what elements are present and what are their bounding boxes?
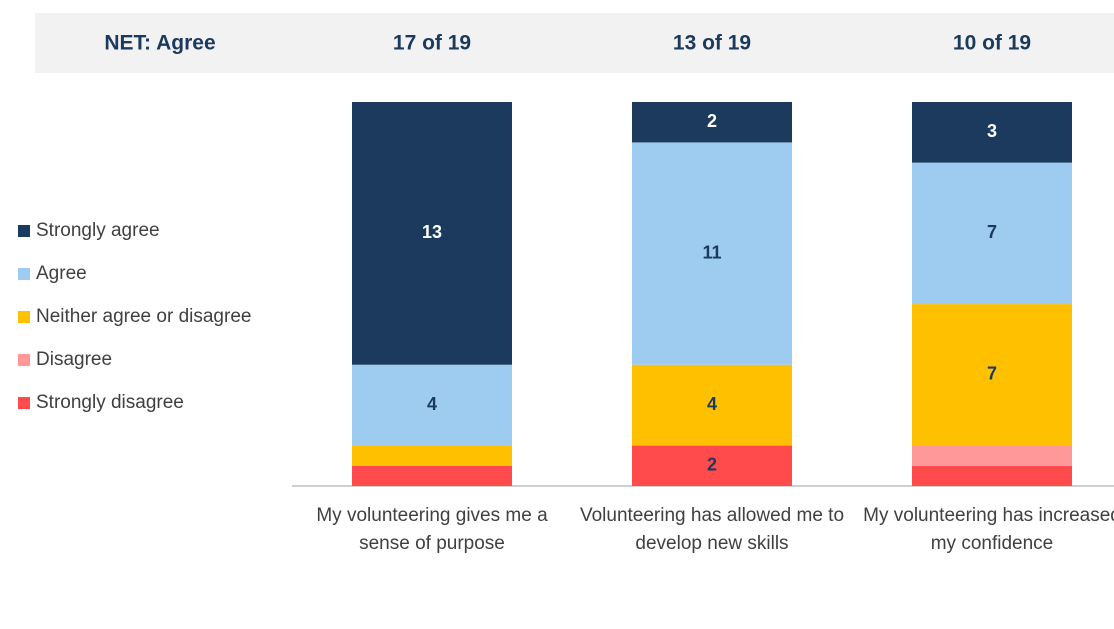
data-label: 7 [987,222,997,242]
bar-segment [352,465,512,486]
data-label: 11 [702,242,721,262]
legend-label: Neither agree or disagree [36,306,251,327]
bar-segment [632,142,792,365]
data-label: 3 [987,121,997,141]
bar-segment [912,304,1072,446]
legend-swatch [18,311,30,323]
x-tick-label: My volunteering has increased my confide… [863,505,1114,554]
bar-segment [352,102,512,365]
bar-segment [912,162,1072,305]
data-label: 4 [707,394,717,414]
net-label: NET: Agree [104,32,215,55]
legend-swatch [18,225,30,237]
x-tick-label: Volunteering has allowed me to develop n… [579,505,845,554]
legend-label: Strongly agree [36,220,160,241]
legend-label: Agree [36,263,87,284]
bar-segment [632,445,792,486]
header-band [35,13,1114,73]
legend-label: Disagree [36,349,112,370]
net-value: 17 of 19 [393,32,471,55]
data-label: 2 [707,111,717,131]
bar-segment [912,445,1072,466]
data-label: 4 [427,394,437,414]
bar-segment [912,102,1072,163]
legend-swatch [18,397,30,409]
legend-label: Strongly disagree [36,392,184,413]
bar-segment [352,445,512,466]
net-value: 10 of 19 [953,32,1031,55]
bar-segment [352,364,512,446]
x-tick-label: My volunteering gives me a sense of purp… [316,505,548,554]
bar-segment [632,102,792,143]
data-label: 13 [422,222,442,242]
data-label: 2 [707,455,717,475]
net-value: 13 of 19 [673,32,751,55]
data-label: 7 [987,364,997,384]
legend-swatch [18,268,30,280]
legend-swatch [18,354,30,366]
bar-segment [912,465,1072,486]
bar-segment [632,364,792,446]
